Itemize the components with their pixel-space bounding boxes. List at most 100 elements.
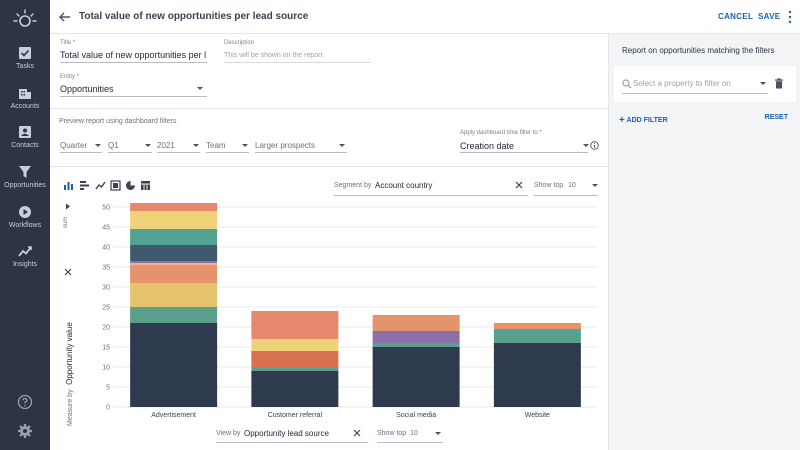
bar-segment[interactable] <box>130 203 218 211</box>
nav-item-workflows[interactable]: Workflows <box>0 205 50 243</box>
bar-segment[interactable] <box>372 343 460 347</box>
y-tick-label: 10 <box>102 365 110 372</box>
bar-segment[interactable] <box>493 343 581 407</box>
show-top-select[interactable]: 10 <box>568 182 576 189</box>
title-input[interactable]: Total value of new opportunities per lea… <box>60 50 206 60</box>
nav-item-opportunities[interactable]: Opportunities <box>0 165 50 203</box>
cancel-button[interactable]: CANCEL <box>718 12 754 21</box>
save-button[interactable]: SAVE <box>758 12 781 21</box>
clear-view-by-close-icon[interactable] <box>353 429 361 437</box>
time-filter-underline <box>460 152 588 153</box>
bar-segment[interactable] <box>493 335 581 343</box>
chart-bars[interactable] <box>130 203 581 407</box>
view-show-top-underline <box>377 442 443 443</box>
title-underline <box>60 62 207 63</box>
nav-label-accounts: Accounts <box>10 103 40 110</box>
bar-segment[interactable] <box>130 261 218 263</box>
back-arrow-icon[interactable] <box>58 10 72 24</box>
bar-segment[interactable] <box>372 347 460 407</box>
team-chevron-down-icon[interactable] <box>242 144 248 147</box>
nav-item-contacts[interactable]: Contacts <box>0 125 50 163</box>
x-tick-label: Customer referral <box>268 412 323 419</box>
bar-segment[interactable] <box>493 329 581 335</box>
help-icon[interactable] <box>17 394 33 410</box>
bar-segment[interactable] <box>130 323 218 407</box>
bar-segment[interactable] <box>251 311 339 339</box>
time-filter-chevron-down-icon[interactable] <box>583 144 589 147</box>
bar-segment[interactable] <box>130 211 218 229</box>
property-chevron-down-icon[interactable] <box>760 82 766 85</box>
bar-segment[interactable] <box>130 265 218 283</box>
year-select[interactable]: 2021 <box>157 141 175 150</box>
period-chevron-down-icon[interactable] <box>95 144 101 147</box>
add-filter-button[interactable]: + ADD FILTER <box>619 114 668 126</box>
line-chart-icon[interactable] <box>95 180 106 191</box>
bar-segment[interactable] <box>372 315 460 331</box>
y-tick-label: 35 <box>102 265 110 272</box>
view-show-top-select[interactable]: 10 <box>410 430 418 437</box>
add-plus-icon: + <box>619 115 625 126</box>
info-icon[interactable] <box>590 141 599 150</box>
table-view-icon[interactable] <box>110 180 121 191</box>
bar-segment[interactable] <box>251 371 339 407</box>
segment-filter-select[interactable]: Larger prospects <box>255 141 316 150</box>
column-chart-icon[interactable] <box>63 180 74 191</box>
pie-chart-icon[interactable] <box>125 180 136 191</box>
entity-chevron-down-icon[interactable] <box>197 87 203 90</box>
segment-filter-chevron-down-icon[interactable] <box>339 144 345 147</box>
quarter-chevron-down-icon[interactable] <box>145 144 151 147</box>
nav-label-opportunities: Opportunities <box>4 182 46 189</box>
team-select[interactable]: Team <box>206 141 226 150</box>
bar-chart-icon[interactable] <box>79 180 90 191</box>
bar-segment[interactable] <box>493 323 581 329</box>
bar-segment[interactable] <box>130 283 218 307</box>
nav-item-tasks[interactable]: Tasks <box>0 46 50 84</box>
preview-text: Preview report using dashboard filters <box>59 118 177 125</box>
grid-table-icon[interactable] <box>140 180 151 191</box>
y-tick-label: 15 <box>102 345 110 352</box>
show-top-chevron-down-icon[interactable] <box>592 184 598 187</box>
opportunities-icon <box>19 166 31 178</box>
clear-segment-close-icon[interactable] <box>515 181 523 189</box>
y-tick-label: 25 <box>102 305 110 312</box>
title-label: Title * <box>60 40 76 46</box>
filter-panel: Report on opportunities matching the fil… <box>608 34 800 450</box>
quarter-select[interactable]: Q1 <box>108 141 119 150</box>
bar-segment[interactable] <box>251 367 339 371</box>
view-by-select[interactable]: Opportunity lead source <box>244 429 329 438</box>
reset-button[interactable]: RESET <box>764 114 788 121</box>
nav-item-insights[interactable]: Insights <box>0 244 50 282</box>
property-underline <box>622 93 768 94</box>
bar-segment[interactable] <box>130 263 218 265</box>
settings-gear-icon[interactable] <box>17 423 33 439</box>
nav-item-accounts[interactable]: Accounts <box>0 86 50 124</box>
view-show-top-chevron-down-icon[interactable] <box>435 432 441 435</box>
x-tick-label: Advertisement <box>151 412 196 419</box>
delete-trash-icon[interactable] <box>774 78 784 89</box>
expand-chevron-icon[interactable] <box>65 203 71 210</box>
contacts-icon <box>19 126 31 138</box>
view-by-underline <box>216 442 368 443</box>
clear-measure-close-icon[interactable] <box>64 268 72 276</box>
segment-by-select[interactable]: Account country <box>375 181 433 190</box>
year-chevron-down-icon[interactable] <box>193 144 199 147</box>
section-divider <box>50 108 608 109</box>
chart-divider <box>50 166 608 167</box>
bar-segment[interactable] <box>251 351 339 367</box>
bar-segment[interactable] <box>130 229 218 245</box>
bar-segment[interactable] <box>251 339 339 351</box>
bar-segment[interactable] <box>130 245 218 261</box>
workflows-icon <box>19 206 31 218</box>
entity-select[interactable]: Opportunities <box>60 84 114 94</box>
description-input[interactable]: This will be shown on the report <box>224 52 323 59</box>
segment-by-underline <box>334 195 528 196</box>
more-menu-icon[interactable] <box>786 10 794 24</box>
y-tick-label: 50 <box>102 205 110 212</box>
segment-by-label: Segment by <box>334 182 372 189</box>
bar-segment[interactable] <box>130 307 218 323</box>
time-filter-select[interactable]: Creation date <box>460 141 515 151</box>
bar-segment[interactable] <box>372 331 460 343</box>
description-label: Description <box>224 40 255 46</box>
property-filter-input[interactable]: Select a property to filter on <box>633 79 731 88</box>
period-select[interactable]: Quarter <box>60 141 88 150</box>
